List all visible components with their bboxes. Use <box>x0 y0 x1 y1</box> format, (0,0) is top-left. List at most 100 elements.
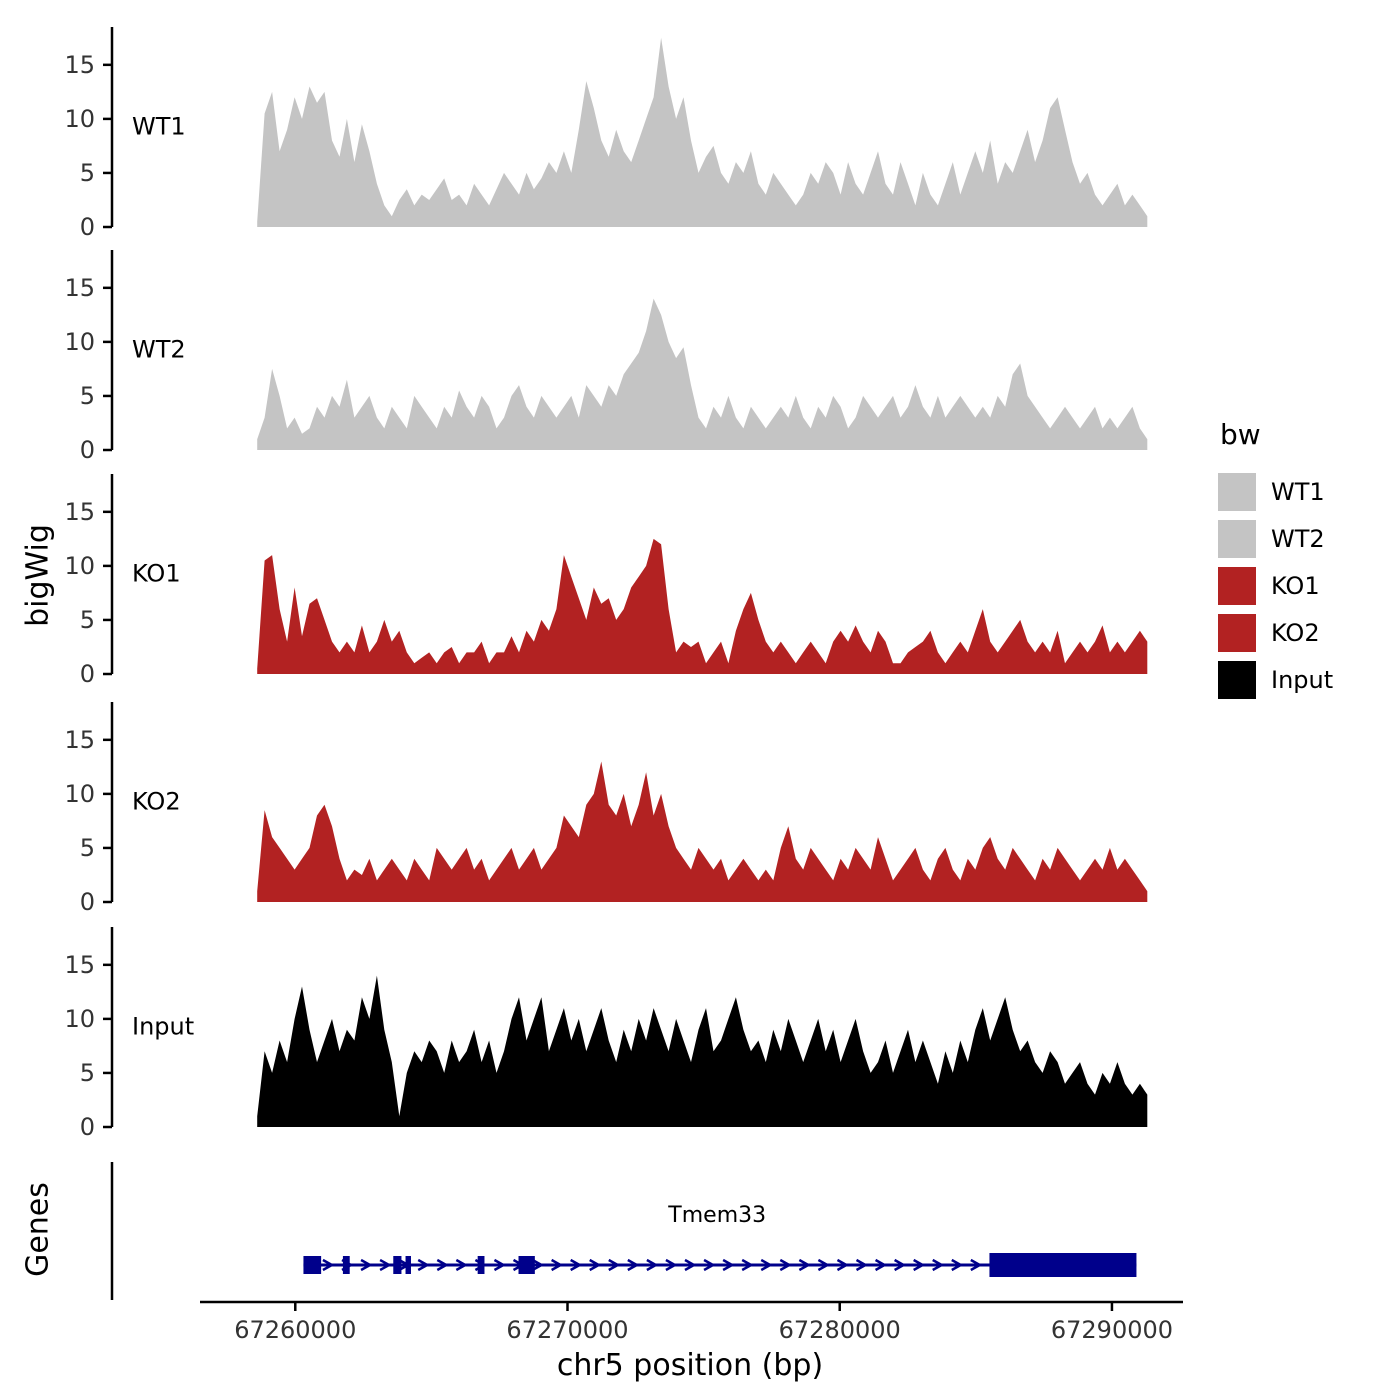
legend-row-WT2: WT2 <box>1218 520 1333 558</box>
coverage-area-KO2 <box>257 761 1148 902</box>
strand-arrow-icon <box>779 1258 792 1272</box>
y-tick-label: 10 <box>64 780 95 808</box>
legend-label: KO1 <box>1271 572 1320 600</box>
legend-row-WT1: WT1 <box>1218 473 1333 511</box>
x-tick-label: 67290000 <box>1051 1316 1173 1344</box>
legend-entries: WT1 WT2 KO1 KO2 Input <box>1218 473 1333 699</box>
gene-exon <box>477 1256 485 1274</box>
strand-arrow-icon <box>531 1258 545 1272</box>
strand-arrow-icon <box>894 1258 907 1272</box>
legend-row-KO2: KO2 <box>1218 614 1333 652</box>
strand-arrow-icon <box>551 1258 564 1272</box>
strand-arrow-icon <box>817 1258 830 1272</box>
x-tick-label: 67260000 <box>234 1316 356 1344</box>
y-tick-label: 0 <box>80 1113 95 1141</box>
strand-arrow-icon <box>627 1258 640 1272</box>
y-tick-label: 5 <box>80 606 95 634</box>
gene-exon <box>405 1256 411 1274</box>
gene-exon <box>393 1256 402 1274</box>
y-tick-label: 15 <box>64 51 95 79</box>
x-axis-title: chr5 position (bp) <box>556 1348 824 1383</box>
y-tick-label: 5 <box>80 834 95 862</box>
strand-arrow-icon <box>665 1258 678 1272</box>
legend-swatch-icon <box>1218 520 1256 558</box>
y-tick-label: 15 <box>64 726 95 754</box>
coverage-area-WT2 <box>257 298 1148 450</box>
y-tick-label: 0 <box>80 660 95 688</box>
strand-arrow-icon <box>913 1258 926 1272</box>
legend-swatch-icon <box>1218 473 1256 511</box>
track-panel-WT1: 0 5 10 15 WT1 <box>64 27 1148 241</box>
legend-label: Input <box>1271 666 1334 694</box>
gene-exon <box>342 1256 350 1274</box>
strand-arrow-icon <box>703 1258 716 1272</box>
legend-title: bw <box>1220 418 1261 451</box>
track-panel-KO2: 0 5 10 15 KO2 <box>64 702 1148 916</box>
y-tick-label: 15 <box>64 951 95 979</box>
track-label: KO1 <box>132 559 181 587</box>
strand-arrow-icon <box>570 1258 583 1272</box>
strand-arrow-icon <box>836 1258 850 1272</box>
legend-label: WT1 <box>1271 478 1325 506</box>
y-tick-label: 15 <box>64 274 95 302</box>
y-tick-label: 10 <box>64 105 95 133</box>
y-tick-label: 10 <box>64 1005 95 1033</box>
y-tick-label: 0 <box>80 888 95 916</box>
legend-swatch-icon <box>1218 614 1256 652</box>
y-tick-label: 5 <box>80 382 95 410</box>
y-tick-label: 0 <box>80 213 95 241</box>
genes-panel: Tmem33 <box>110 1162 1137 1300</box>
strand-arrow-icon <box>455 1258 468 1272</box>
gene-name-label: Tmem33 <box>667 1203 766 1228</box>
track-label: WT1 <box>132 112 186 140</box>
track-label: WT2 <box>132 335 186 363</box>
strand-arrow-icon <box>951 1258 964 1272</box>
y-tick-label: 5 <box>80 159 95 187</box>
legend-label: WT2 <box>1271 525 1325 553</box>
coverage-area-WT1 <box>257 37 1148 227</box>
strand-arrow-icon <box>493 1258 507 1272</box>
strand-arrow-icon <box>798 1258 811 1272</box>
gene-exon <box>518 1256 535 1274</box>
gene-exon <box>303 1256 322 1274</box>
gene-thick-exon <box>989 1253 1137 1277</box>
strand-arrow-icon <box>360 1258 373 1272</box>
track-panel-WT2: 0 5 10 15 WT2 <box>64 250 1148 464</box>
coverage-area-Input <box>257 975 1148 1127</box>
strand-arrow-icon <box>932 1258 945 1272</box>
x-tick-label: 67270000 <box>506 1316 628 1344</box>
strand-arrow-icon <box>874 1258 888 1272</box>
strand-arrow-icon <box>322 1258 335 1272</box>
track-panel-KO1: 0 5 10 15 KO1 <box>64 474 1148 688</box>
y-tick-label: 15 <box>64 498 95 526</box>
strand-arrow-icon <box>741 1258 754 1272</box>
legend-row-Input: Input <box>1218 661 1333 699</box>
strand-arrow-icon <box>684 1258 697 1272</box>
legend-swatch-icon <box>1218 661 1256 699</box>
y-tick-label: 0 <box>80 436 95 464</box>
y-tick-label: 10 <box>64 328 95 356</box>
strand-arrow-icon <box>722 1258 735 1272</box>
x-axis: 67260000 67270000 67280000 67290000 <box>200 1300 1183 1344</box>
coverage-area-KO1 <box>257 538 1148 674</box>
strand-arrow-icon <box>760 1258 773 1272</box>
track-label: Input <box>132 1012 194 1040</box>
strand-arrow-icon <box>436 1258 449 1272</box>
legend: bw WT1 WT2 KO1 KO2 Input <box>1218 418 1333 708</box>
y-tick-label: 5 <box>80 1059 95 1087</box>
strand-arrow-icon <box>417 1258 430 1272</box>
strand-arrow-icon <box>589 1258 602 1272</box>
strand-arrow-icon <box>855 1258 869 1272</box>
strand-arrow-icon <box>608 1258 621 1272</box>
track-label: KO2 <box>132 787 181 815</box>
x-tick-label: 67280000 <box>779 1316 901 1344</box>
y-tick-label: 10 <box>64 552 95 580</box>
legend-label: KO2 <box>1271 619 1320 647</box>
strand-arrow-icon <box>646 1258 659 1272</box>
legend-swatch-icon <box>1218 567 1256 605</box>
strand-arrow-icon <box>970 1258 983 1272</box>
legend-row-KO1: KO1 <box>1218 567 1333 605</box>
track-panel-Input: 0 5 10 15 Input <box>64 927 1148 1141</box>
